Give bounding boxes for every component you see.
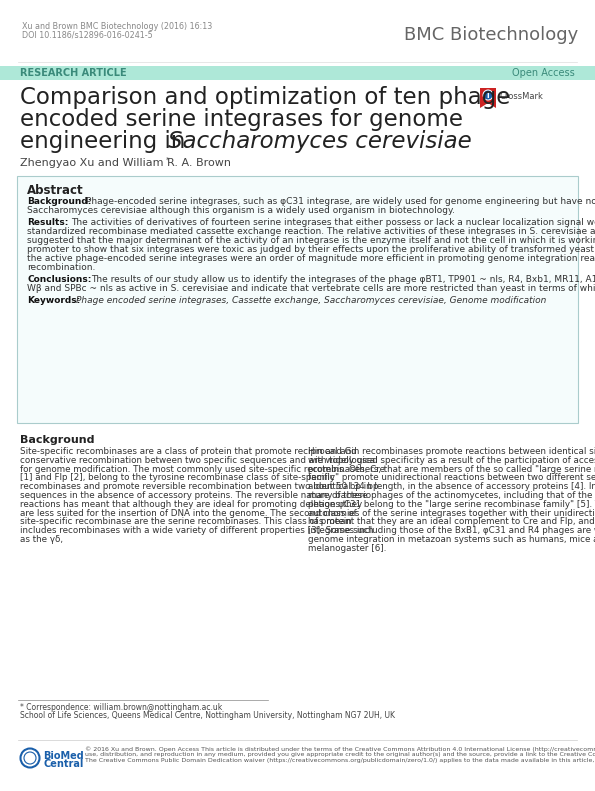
Text: conservative recombination between two specific sequences and are widely used: conservative recombination between two s… <box>20 456 378 465</box>
Text: Wβ and SPBc ~ nls as active in S. cerevisiae and indicate that vertebrate cells : Wβ and SPBc ~ nls as active in S. cerevi… <box>27 284 595 293</box>
Text: [1] and Flp [2], belong to the tyrosine recombinase class of site-specific: [1] and Flp [2], belong to the tyrosine … <box>20 473 334 483</box>
Text: suggested that the major determinant of the activity of an integrase is the enzy: suggested that the major determinant of … <box>27 236 595 245</box>
Text: Xu and Brown BMC Biotechnology (2016) 16:13: Xu and Brown BMC Biotechnology (2016) 16… <box>22 22 212 31</box>
Text: encoded serine integrases for genome: encoded serine integrases for genome <box>20 108 463 131</box>
Text: use, distribution, and reproduction in any medium, provided you give appropriate: use, distribution, and reproduction in a… <box>85 752 595 757</box>
Polygon shape <box>480 88 496 108</box>
FancyBboxPatch shape <box>17 176 578 423</box>
Text: engineering in: engineering in <box>20 130 193 153</box>
Bar <box>0 66 595 80</box>
Text: Central: Central <box>43 759 83 769</box>
Text: Phage encoded serine integrases, Cassette exchange, Saccharomyces cerevisiae, Ge: Phage encoded serine integrases, Cassett… <box>76 296 546 305</box>
Text: many bacteriophages of the actinomycetes, including that of the Streptomyces: many bacteriophages of the actinomycetes… <box>308 491 595 500</box>
Text: includes recombinases with a wide variety of different properties [3]. Some such: includes recombinases with a wide variet… <box>20 526 374 536</box>
Text: © 2016 Xu and Brown. Open Access This article is distributed under the terms of : © 2016 Xu and Brown. Open Access This ar… <box>85 746 595 751</box>
Text: Background: Background <box>20 435 95 445</box>
Text: Site-specific recombinases are a class of protein that promote reciprocal and: Site-specific recombinases are a class o… <box>20 447 357 456</box>
Text: with topological specificity as a result of the participation of accessory: with topological specificity as a result… <box>308 456 595 465</box>
Text: for genome modification. The most commonly used site-specific recombinases, Cre: for genome modification. The most common… <box>20 464 385 474</box>
Text: Phage-encoded serine integrases, such as φC31 integrase, are widely used for gen: Phage-encoded serine integrases, such as… <box>86 197 595 206</box>
Text: DOI 10.1186/s12896-016-0241-5: DOI 10.1186/s12896-016-0241-5 <box>22 31 153 40</box>
Text: promoter to show that six integrases were toxic as judged by their effects upon : promoter to show that six integrases wer… <box>27 245 595 254</box>
Text: has meant that they are an ideal complement to Cre and Flp, and several such: has meant that they are an ideal complem… <box>308 517 595 526</box>
Text: Zhengyao Xu and William R. A. Brown: Zhengyao Xu and William R. A. Brown <box>20 158 231 168</box>
Text: melanogaster [6].: melanogaster [6]. <box>308 543 386 553</box>
Text: the active phage-encoded serine integrases were an order of magnitude more effic: the active phage-encoded serine integras… <box>27 254 595 263</box>
Text: as the γδ,: as the γδ, <box>20 535 63 544</box>
Text: Saccharomyces cerevisiae although this organism is a widely used organism in bio: Saccharomyces cerevisiae although this o… <box>27 206 455 215</box>
Text: Hin and Gin recombinases promote reactions between identical sites but do so: Hin and Gin recombinases promote reactio… <box>308 447 595 456</box>
Text: integrases including those of the BxB1, φC31 and R4 phages are widely used for: integrases including those of the BxB1, … <box>308 526 595 536</box>
Text: are less suited for the insertion of DNA into the genome. The second class of: are less suited for the insertion of DNA… <box>20 509 356 517</box>
Text: autonomies of the serine integrases together with their unidirectional nature: autonomies of the serine integrases toge… <box>308 509 595 517</box>
Text: BioMed: BioMed <box>43 751 84 761</box>
Text: RESEARCH ARTICLE: RESEARCH ARTICLE <box>20 69 127 78</box>
Circle shape <box>483 90 493 100</box>
Text: The activities of derivatives of fourteen serine integrases that either possess : The activities of derivatives of fourtee… <box>71 218 595 227</box>
Circle shape <box>24 752 36 764</box>
Text: phage φC31 belong to the "large serine recombinase family" [5]. The functional: phage φC31 belong to the "large serine r… <box>308 500 595 509</box>
Text: recombination.: recombination. <box>27 263 95 272</box>
Text: The results of our study allow us to identify the integrases of the phage φBT1, : The results of our study allow us to ide… <box>92 275 595 284</box>
Text: Results:: Results: <box>27 218 68 227</box>
Text: recombinases and promote reversible recombination between two identical 34 bp: recombinases and promote reversible reco… <box>20 483 378 491</box>
Text: genome integration in metazoan systems such as humans, mice and Drosophila: genome integration in metazoan systems s… <box>308 535 595 544</box>
Text: proteins. Others, that are members of the so called "large serine recombinase: proteins. Others, that are members of th… <box>308 464 595 474</box>
Text: about 50 bp in length, in the absence of accessory proteins [4]. Integrases of: about 50 bp in length, in the absence of… <box>308 483 595 491</box>
Text: Background:: Background: <box>27 197 92 206</box>
Text: sequences in the absence of accessory proteins. The reversible nature of these: sequences in the absence of accessory pr… <box>20 491 368 500</box>
Text: family" promote unidirectional reactions between two different sequences, each: family" promote unidirectional reactions… <box>308 473 595 483</box>
Text: Open Access: Open Access <box>512 69 575 78</box>
Text: BMC Biotechnology: BMC Biotechnology <box>404 26 578 44</box>
Text: CrossMark: CrossMark <box>499 92 543 101</box>
Text: Keywords:: Keywords: <box>27 296 80 305</box>
Text: reactions has meant that although they are ideal for promoting deletions they: reactions has meant that although they a… <box>20 500 362 509</box>
Text: * Correspondence: william.brown@nottingham.ac.uk: * Correspondence: william.brown@nottingh… <box>20 703 223 712</box>
Text: The Creative Commons Public Domain Dedication waiver (https://creativecommons.or: The Creative Commons Public Domain Dedic… <box>85 759 595 763</box>
Text: Saccharomyces cerevisiae: Saccharomyces cerevisiae <box>168 130 472 153</box>
Text: Abstract: Abstract <box>27 184 84 197</box>
Text: site-specific recombinase are the serine recombinases. This class of protein: site-specific recombinase are the serine… <box>20 517 352 526</box>
Text: Comparison and optimization of ten phage: Comparison and optimization of ten phage <box>20 86 511 109</box>
Text: Conclusions:: Conclusions: <box>27 275 92 284</box>
Text: i: i <box>487 90 489 100</box>
Circle shape <box>20 748 39 767</box>
Text: School of Life Sciences, Queens Medical Centre, Nottingham University, Nottingha: School of Life Sciences, Queens Medical … <box>20 711 395 720</box>
Text: *: * <box>165 157 169 163</box>
Text: standardized recombinase mediated cassette exchange reaction. The relative activ: standardized recombinase mediated casset… <box>27 227 595 236</box>
